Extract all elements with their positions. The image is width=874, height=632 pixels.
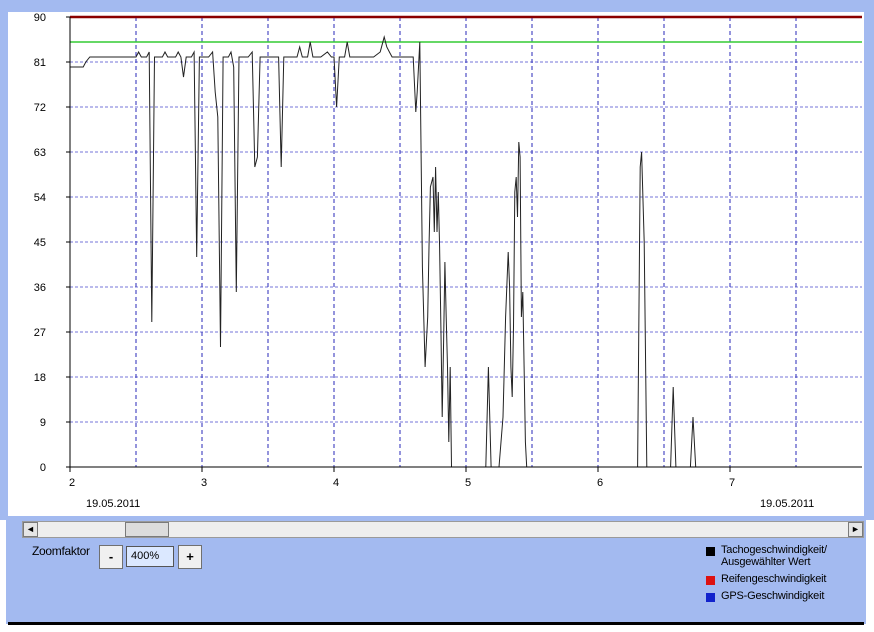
x-tick-label: 3	[201, 477, 207, 489]
legend-label: GPS-Geschwindigkeit	[721, 590, 825, 602]
series-line	[70, 35, 862, 468]
grid-layer	[70, 17, 862, 467]
zoom-out-button[interactable]: -	[99, 545, 123, 569]
series-layer	[70, 35, 862, 468]
y-tick-label: 36	[34, 282, 46, 294]
y-tick-label: 90	[34, 12, 46, 24]
x-tick-label: 6	[597, 477, 603, 489]
zoom-label: Zoomfaktor	[32, 544, 90, 558]
legend-item-gps: GPS-Geschwindigkeit	[706, 590, 866, 602]
date-end-label: 19.05.2011	[760, 498, 814, 510]
reference-lines	[70, 15, 862, 43]
legend: Tachogeschwindigkeit/ Ausgewählter Wert …	[706, 544, 866, 607]
y-tick-label: 81	[34, 57, 46, 69]
x-tick-label: 5	[465, 477, 471, 489]
x-tick-label: 7	[729, 477, 735, 489]
legend-swatch	[706, 547, 715, 556]
legend-label: Reifengeschwindigkeit	[721, 573, 827, 585]
y-tick-label: 72	[34, 102, 46, 114]
y-tick-label: 9	[40, 417, 46, 429]
y-tick-label: 18	[34, 372, 46, 384]
y-tick-label: 27	[34, 327, 46, 339]
y-tick-label: 63	[34, 147, 46, 159]
legend-swatch	[706, 593, 715, 602]
x-tick-label: 4	[333, 477, 339, 489]
legend-swatch	[706, 576, 715, 585]
zoom-value-field[interactable]: 400%	[126, 546, 174, 567]
y-tick-label: 45	[34, 237, 46, 249]
bottom-divider	[8, 622, 864, 625]
zoom-in-button[interactable]: +	[178, 545, 202, 569]
scroll-right-button[interactable]: ►	[848, 522, 863, 537]
legend-item-reifen: Reifengeschwindigkeit	[706, 573, 866, 585]
legend-label: Tachogeschwindigkeit/ Ausgewählter Wert	[721, 544, 827, 568]
scroll-thumb[interactable]	[125, 522, 169, 537]
horizontal-scrollbar[interactable]: ◄ ►	[22, 521, 864, 538]
x-tick-label: 2	[69, 477, 75, 489]
plot-area-background	[8, 12, 864, 516]
y-tick-label: 0	[40, 462, 46, 474]
date-start-label: 19.05.2011	[86, 498, 140, 510]
y-tick-label: 54	[34, 192, 46, 204]
legend-item-tacho: Tachogeschwindigkeit/ Ausgewählter Wert	[706, 544, 866, 568]
scroll-left-button[interactable]: ◄	[23, 522, 38, 537]
